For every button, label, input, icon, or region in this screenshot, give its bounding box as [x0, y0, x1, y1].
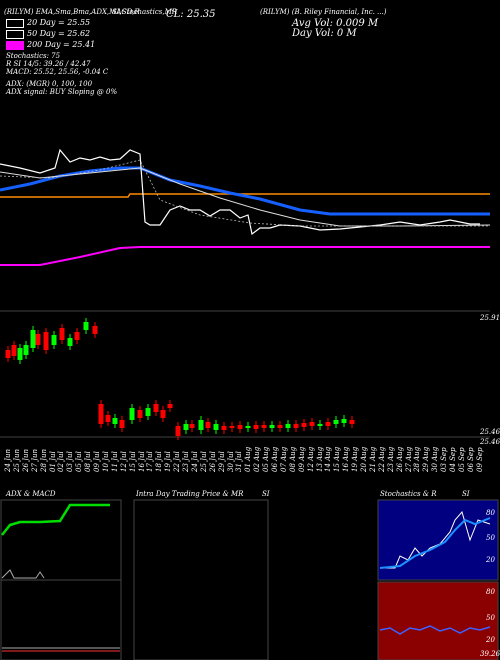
- stoch-panel-right: SI: [462, 490, 470, 498]
- candle-body: [98, 404, 104, 424]
- stoch-tick-20: 20: [486, 556, 495, 564]
- candle-body: [112, 418, 118, 424]
- candle-body: [253, 425, 259, 429]
- rsi-panel-frame: [377, 581, 499, 660]
- legend-label-20: 20 Day = 25.55: [27, 18, 91, 27]
- candle-body: [189, 424, 195, 428]
- candle-body: [229, 426, 235, 428]
- candle-body: [74, 332, 80, 340]
- candle-body: [145, 408, 151, 416]
- legend-200-day: 200 Day = 25.41: [6, 40, 95, 50]
- candle-body: [11, 345, 17, 356]
- stoch-panel-frame: [377, 499, 499, 581]
- candle-body: [153, 404, 159, 412]
- rsi-tick-20: 20: [486, 636, 495, 644]
- macd-value: MACD: 25.52, 25.56, -0.04 C: [6, 68, 109, 76]
- stoch-tick-50: 50: [486, 534, 495, 542]
- candle-body: [317, 424, 323, 426]
- stoch-panel-title: Stochastics & R: [380, 490, 437, 498]
- price-mid-label: 25.46: [480, 428, 500, 436]
- candle-body: [129, 408, 135, 420]
- legend-label-50: 50 Day = 25.62: [27, 29, 91, 38]
- sma-dotted-line: [0, 159, 490, 227]
- candle-body: [333, 420, 339, 424]
- candle-body: [67, 338, 73, 346]
- candle-body: [17, 348, 23, 360]
- stochastics-value: Stochastics: 75: [6, 52, 61, 60]
- rsi-tick-80: 80: [486, 588, 495, 596]
- candle-body: [277, 425, 283, 428]
- candle-body: [293, 424, 299, 428]
- candle-body: [92, 326, 98, 334]
- legend-swatch-50: [6, 29, 24, 39]
- legend-swatch-200: [6, 40, 24, 50]
- ticker-line: (RILYM) EMA,Sma,Bma,ADX,MACD,R: [4, 8, 140, 16]
- candle-body: [137, 410, 143, 418]
- candle-body: [43, 332, 49, 350]
- candle-body: [59, 328, 65, 340]
- candle-body: [301, 423, 307, 427]
- stoch-d-line: [379, 517, 491, 569]
- candle-body: [119, 420, 125, 428]
- sma-20-line: [0, 148, 480, 236]
- candle-body: [105, 415, 111, 422]
- adx-dy-line: [1, 569, 45, 579]
- candle-body: [349, 420, 355, 424]
- company-title: (RILYM) (B. Riley Financial, Inc. ...): [260, 8, 387, 16]
- candle-body: [213, 424, 219, 430]
- day-volume: Day Vol: 0 M: [292, 28, 357, 39]
- candle-body: [30, 330, 36, 348]
- candle-body: [35, 334, 41, 345]
- intraday-panel-right: SI: [262, 490, 270, 498]
- title-indicators: SI,Stochastics,MR: [112, 8, 178, 16]
- candle-body: [167, 404, 173, 408]
- candle-body: [23, 345, 29, 355]
- adx-panel-title: ADX & MACD: [6, 490, 56, 498]
- legend-50-day: 50 Day = 25.62: [6, 29, 90, 39]
- candle-body: [341, 419, 347, 423]
- ema-blue-line: [0, 166, 490, 216]
- avg-volume: Avg Vol: 0.009 M: [292, 18, 379, 29]
- candle-body: [325, 422, 331, 426]
- sma-200-line: [0, 246, 490, 266]
- price-bottom-label: 25.46: [480, 438, 500, 446]
- close-price: CL: 25.35: [166, 9, 216, 20]
- legend-swatch-20: [6, 18, 24, 28]
- candle-body: [198, 420, 204, 430]
- stoch-tick-80: 80: [486, 509, 495, 517]
- candle-body: [285, 424, 291, 428]
- intraday-panel-title: Intra Day Trading Price & MR: [136, 490, 244, 498]
- adx-signal: ADX signal: BUY Sloping @ 0%: [6, 88, 118, 96]
- rsi-tick-50: 50: [486, 614, 495, 622]
- orange-line: [0, 193, 490, 198]
- rsi-value: R SI 14/5: 39.26 / 42.47: [6, 60, 91, 68]
- candle-body: [83, 322, 89, 330]
- candle-body: [261, 425, 267, 428]
- rsi-value-label: 39.26: [480, 650, 500, 658]
- price-top-label: 25.91: [480, 314, 500, 322]
- candle-body: [51, 335, 57, 345]
- candle-body: [160, 410, 166, 418]
- candle-body: [5, 350, 11, 358]
- candle-body: [269, 425, 275, 428]
- adx-plus-line: [1, 503, 110, 536]
- legend-20-day: 20 Day = 25.55: [6, 18, 90, 28]
- candle-body: [205, 422, 211, 428]
- candle-body: [245, 426, 251, 428]
- candle-body: [183, 424, 189, 430]
- candle-body: [175, 426, 181, 436]
- candle-body: [309, 422, 315, 426]
- adx-value: ADX: (MGR) 0, 100, 100: [6, 80, 93, 88]
- intraday-panel-frame: [133, 499, 269, 660]
- legend-label-200: 200 Day = 25.41: [27, 40, 96, 49]
- rsi-line: [379, 625, 491, 635]
- candle-body: [237, 425, 243, 429]
- stoch-k-line: [380, 510, 491, 569]
- candle-body: [221, 426, 227, 430]
- main-chart: [0, 148, 491, 440]
- candles: [5, 318, 355, 440]
